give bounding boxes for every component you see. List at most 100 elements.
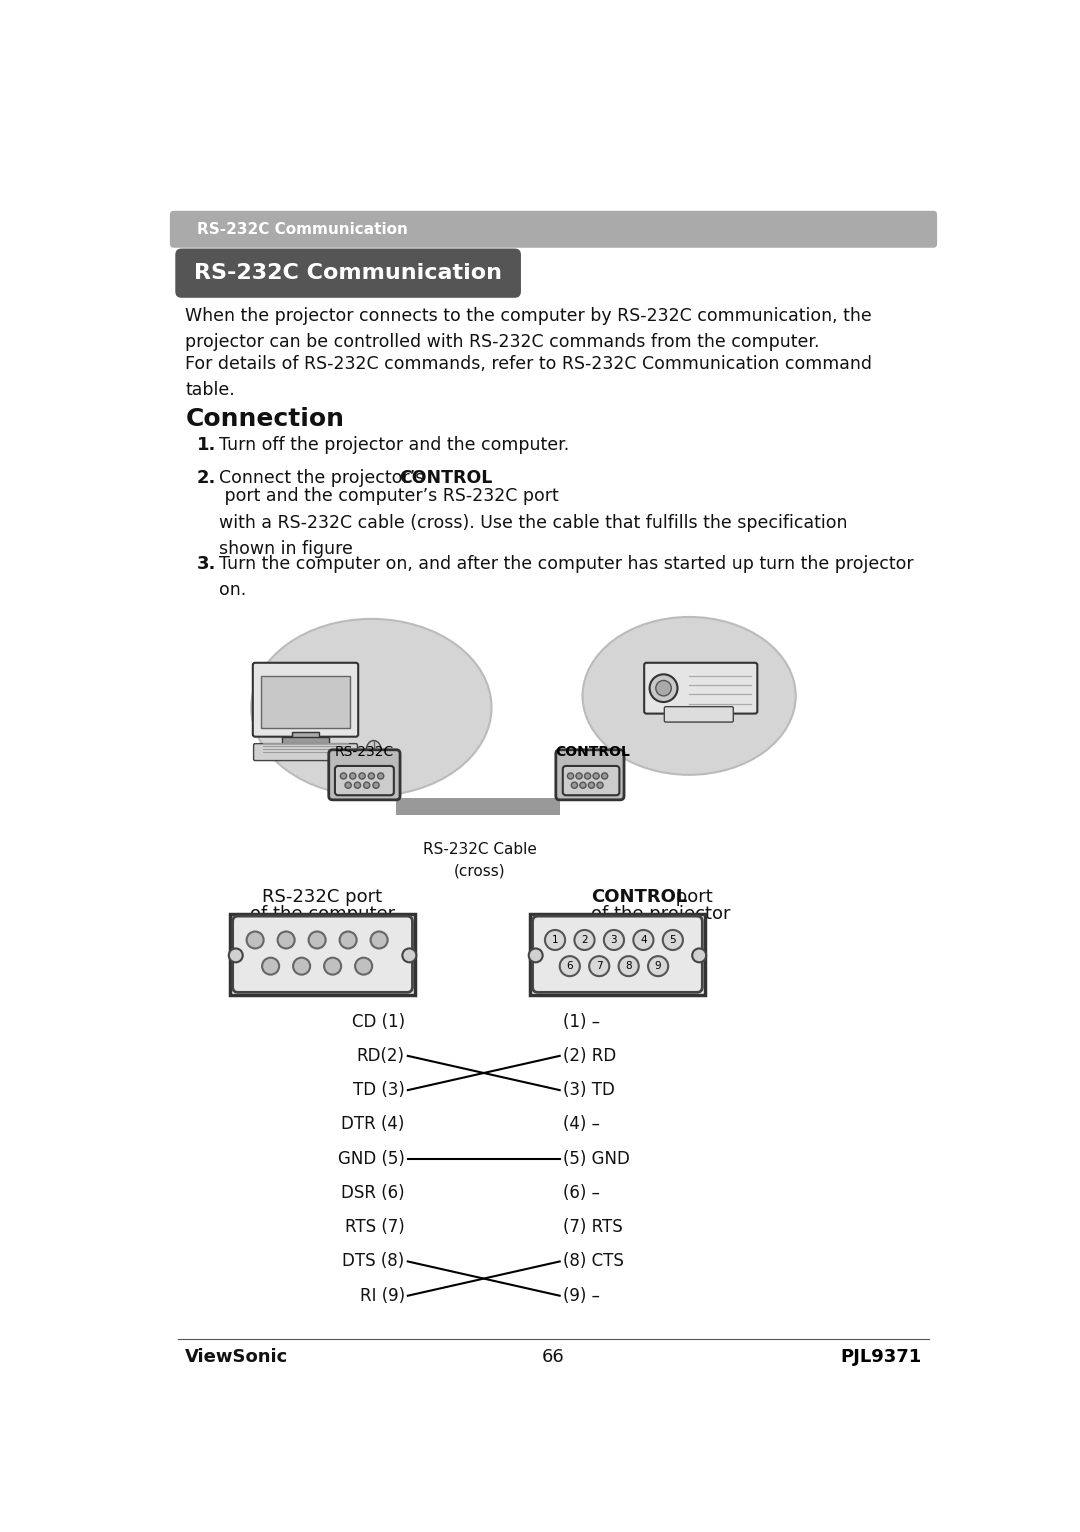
Bar <box>282 737 328 745</box>
FancyBboxPatch shape <box>232 916 413 993</box>
Text: CONTROL: CONTROL <box>591 889 687 907</box>
Circle shape <box>576 772 582 780</box>
Circle shape <box>345 783 351 789</box>
Circle shape <box>368 772 375 780</box>
Text: RTS (7): RTS (7) <box>345 1218 405 1236</box>
Text: Connection: Connection <box>186 408 345 430</box>
Text: of the computer: of the computer <box>249 904 395 922</box>
Text: 1.: 1. <box>197 437 216 455</box>
Text: (4) –: (4) – <box>563 1115 599 1134</box>
Circle shape <box>339 931 356 948</box>
Circle shape <box>589 783 595 789</box>
Circle shape <box>575 930 595 950</box>
Text: Connect the projector’s: Connect the projector’s <box>218 469 430 487</box>
Text: (9) –: (9) – <box>563 1287 599 1305</box>
FancyBboxPatch shape <box>253 663 359 737</box>
Text: (1) –: (1) – <box>563 1013 599 1031</box>
FancyBboxPatch shape <box>563 766 619 795</box>
Text: (8) CTS: (8) CTS <box>563 1253 623 1270</box>
Circle shape <box>590 956 609 976</box>
FancyBboxPatch shape <box>664 706 733 722</box>
Text: CONTROL: CONTROL <box>555 745 630 758</box>
Circle shape <box>364 783 369 789</box>
Text: (5) GND: (5) GND <box>563 1149 630 1167</box>
Circle shape <box>584 772 591 780</box>
Circle shape <box>262 958 279 974</box>
Circle shape <box>593 772 599 780</box>
Text: 2.: 2. <box>197 469 216 487</box>
Circle shape <box>229 948 243 962</box>
FancyBboxPatch shape <box>644 663 757 714</box>
Ellipse shape <box>366 740 381 761</box>
Text: 5: 5 <box>670 935 676 945</box>
Text: PJL9371: PJL9371 <box>840 1348 921 1367</box>
Text: RD(2): RD(2) <box>356 1046 405 1065</box>
Circle shape <box>648 956 669 976</box>
Text: Turn the computer on, and after the computer has started up turn the projector
o: Turn the computer on, and after the comp… <box>218 555 914 599</box>
Text: 2: 2 <box>581 935 588 945</box>
FancyBboxPatch shape <box>175 248 521 297</box>
Circle shape <box>370 931 388 948</box>
Bar <box>230 913 415 994</box>
Circle shape <box>602 772 608 780</box>
Circle shape <box>633 930 653 950</box>
Text: RS-232C Communication: RS-232C Communication <box>194 264 502 283</box>
Circle shape <box>403 948 416 962</box>
Text: 66: 66 <box>542 1348 565 1367</box>
Circle shape <box>545 930 565 950</box>
Text: RS-232C Cable
(cross): RS-232C Cable (cross) <box>423 843 537 878</box>
Text: 9: 9 <box>654 961 661 971</box>
Circle shape <box>293 958 310 974</box>
Circle shape <box>559 956 580 976</box>
Text: (7) RTS: (7) RTS <box>563 1218 622 1236</box>
Ellipse shape <box>582 617 796 775</box>
Circle shape <box>649 674 677 702</box>
Text: port: port <box>670 889 713 907</box>
Text: 8: 8 <box>625 961 632 971</box>
Text: 1: 1 <box>552 935 558 945</box>
Circle shape <box>373 783 379 789</box>
Text: (6) –: (6) – <box>563 1184 599 1203</box>
Text: ViewSonic: ViewSonic <box>186 1348 288 1367</box>
FancyBboxPatch shape <box>532 916 702 993</box>
Circle shape <box>378 772 383 780</box>
Circle shape <box>663 930 683 950</box>
Text: port and the computer’s RS-232C port
with a RS-232C cable (cross). Use the cable: port and the computer’s RS-232C port wit… <box>218 487 847 558</box>
Text: of the projector: of the projector <box>591 904 730 922</box>
Text: 6: 6 <box>567 961 573 971</box>
Text: CONTROL: CONTROL <box>400 469 492 487</box>
Text: RS-232C Communication: RS-232C Communication <box>197 222 408 237</box>
Bar <box>261 676 350 728</box>
Text: (2) RD: (2) RD <box>563 1046 616 1065</box>
Text: (3) TD: (3) TD <box>563 1082 615 1098</box>
Circle shape <box>359 772 365 780</box>
Bar <box>396 798 559 815</box>
Text: RS-232C: RS-232C <box>335 745 394 758</box>
Text: 7: 7 <box>596 961 603 971</box>
Circle shape <box>354 783 361 789</box>
Circle shape <box>529 948 542 962</box>
Text: DSR (6): DSR (6) <box>341 1184 405 1203</box>
Ellipse shape <box>252 619 491 797</box>
FancyBboxPatch shape <box>556 749 624 800</box>
Text: When the projector connects to the computer by RS-232C communication, the
projec: When the projector connects to the compu… <box>186 306 873 351</box>
Circle shape <box>692 948 706 962</box>
FancyBboxPatch shape <box>335 766 394 795</box>
Text: RS-232C port: RS-232C port <box>262 889 382 907</box>
Text: GND (5): GND (5) <box>338 1149 405 1167</box>
Text: Turn off the projector and the computer.: Turn off the projector and the computer. <box>218 437 569 455</box>
Bar <box>293 732 319 738</box>
FancyBboxPatch shape <box>170 211 937 248</box>
Circle shape <box>340 772 347 780</box>
Circle shape <box>604 930 624 950</box>
FancyBboxPatch shape <box>328 749 400 800</box>
Circle shape <box>309 931 326 948</box>
Bar <box>530 913 704 994</box>
Circle shape <box>597 783 603 789</box>
Text: 3.: 3. <box>197 555 216 573</box>
Circle shape <box>567 772 573 780</box>
Circle shape <box>246 931 264 948</box>
Text: DTS (8): DTS (8) <box>342 1253 405 1270</box>
Circle shape <box>278 931 295 948</box>
Text: RI (9): RI (9) <box>360 1287 405 1305</box>
